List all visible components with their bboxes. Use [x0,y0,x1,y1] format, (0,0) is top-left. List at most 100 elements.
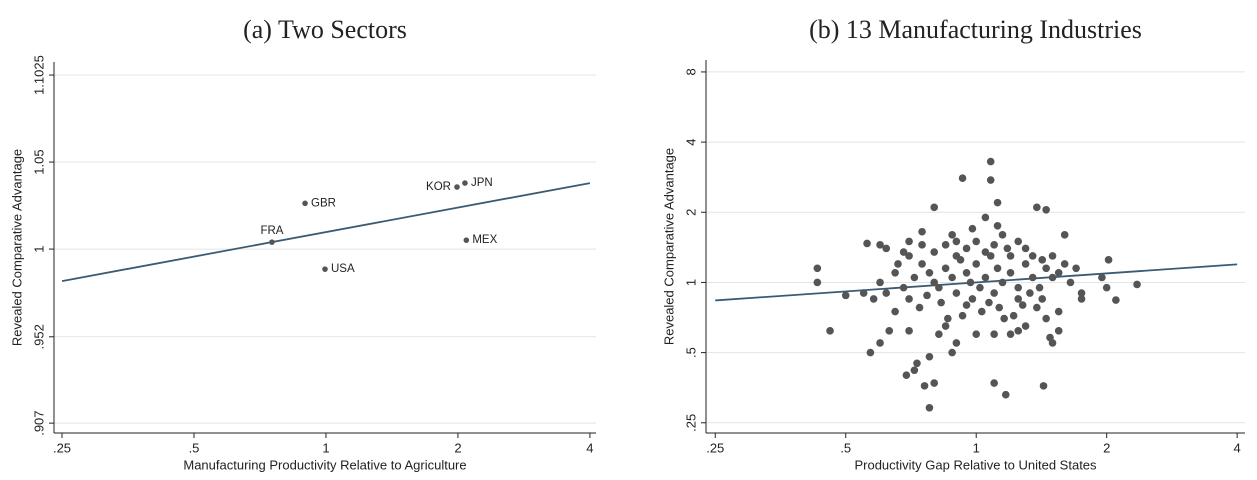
point [918,227,926,236]
point [976,283,984,292]
point [948,348,956,357]
point [1112,296,1120,304]
point [894,260,902,268]
point [1039,382,1048,390]
point [899,283,908,292]
point-label: FRA [260,225,283,237]
point-label: USA [331,263,355,275]
point [952,289,961,297]
y-tick-label: .952 [31,324,46,349]
point [1006,252,1015,260]
point [925,403,934,412]
point [869,295,878,303]
point [998,278,1007,287]
point [1028,252,1037,260]
point [948,231,956,239]
point [905,327,913,335]
fit-line [61,182,591,282]
point [915,303,924,312]
point [1014,327,1023,335]
point [972,330,981,338]
point [993,198,1002,207]
point [463,237,470,243]
point [813,264,822,273]
point [958,174,967,183]
point [952,237,961,246]
y-tick-label: 1.05 [31,149,46,174]
subtitle: (a) Two Sectors [243,15,407,44]
point [972,237,981,246]
point [1072,264,1080,273]
point [1077,295,1086,303]
point [1133,280,1141,289]
point [941,322,950,330]
point [944,314,952,323]
point [977,307,986,316]
point [1035,283,1044,292]
point [968,224,977,233]
point [986,157,995,166]
x-axis-label: Manufacturing Productivity Relative to A… [183,457,466,472]
point [813,278,822,287]
x-tick-label: 1 [973,440,980,455]
y-tick-label: 2 [683,209,698,216]
point [1054,268,1063,277]
x-tick-label: .5 [189,440,200,455]
y-axis-label: Revealed Comparative Advantage [9,149,24,346]
point [930,203,939,212]
x-tick-label: 4 [1234,440,1241,455]
point-label: KOR [426,181,451,193]
y-tick-label: 8 [683,68,698,75]
y-tick-label: 1 [683,279,698,286]
point [930,278,939,287]
point [891,307,899,316]
point [941,241,950,249]
y-axis-label: Revealed Comparative Advantage [661,148,676,345]
point [986,252,995,260]
point [905,295,913,303]
point [990,330,998,338]
point [1066,278,1075,287]
point [454,184,460,190]
point [981,248,990,256]
point [986,176,995,184]
point [918,260,926,268]
point [1054,307,1063,316]
point [1033,203,1041,212]
point [1021,322,1030,330]
point [1060,231,1069,239]
point [1021,260,1030,268]
point [952,339,961,347]
point [935,330,943,338]
point [1038,256,1047,264]
x-tick-label: 4 [586,440,593,455]
y-tick-label: 4 [683,138,698,145]
point [985,298,993,307]
point [1014,237,1023,246]
point [882,244,891,253]
point [1077,289,1086,297]
point [826,327,834,335]
point [1054,327,1063,335]
point [925,352,934,361]
point [930,248,939,256]
point [876,339,884,347]
y-tick-label: .5 [683,347,698,358]
point [952,252,961,260]
point [962,244,971,253]
point [920,382,929,390]
point [1028,273,1037,282]
point [1001,390,1010,399]
point [990,241,998,249]
point [1042,264,1050,273]
point [918,241,926,249]
point [1042,205,1050,214]
point [1003,244,1012,253]
point [1009,311,1018,320]
point [1014,283,1023,292]
point [1038,295,1047,303]
point [322,266,328,272]
point [1021,244,1030,253]
point [998,231,1007,239]
point [1060,260,1069,268]
